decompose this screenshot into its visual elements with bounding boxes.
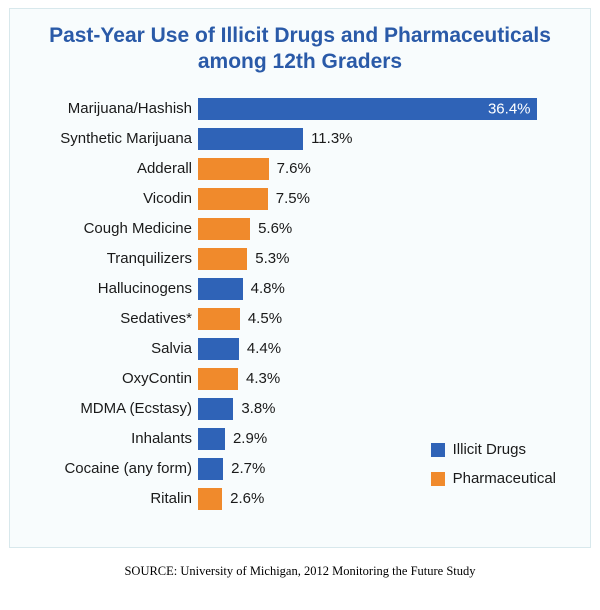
bar-label: MDMA (Ecstasy) bbox=[30, 400, 198, 417]
bar bbox=[198, 218, 250, 240]
bar bbox=[198, 428, 225, 450]
bar-row: Sedatives* 4.5% bbox=[30, 304, 570, 334]
bar-label: Hallucinogens bbox=[30, 280, 198, 297]
bar-label: Cough Medicine bbox=[30, 220, 198, 237]
bar-value: 2.9% bbox=[233, 430, 267, 447]
chart-title: Past-Year Use of Illicit Drugs and Pharm… bbox=[30, 23, 570, 76]
bar bbox=[198, 188, 268, 210]
bar-area: 4.8% bbox=[198, 274, 570, 304]
bar bbox=[198, 338, 239, 360]
bar-row: Marijuana/Hashish 36.4% bbox=[30, 94, 570, 124]
bar-label: OxyContin bbox=[30, 370, 198, 387]
bar-area: 2.6% bbox=[198, 484, 570, 514]
bar-value: 2.6% bbox=[230, 490, 264, 507]
bar-label: Marijuana/Hashish bbox=[30, 100, 198, 117]
bar-area: 5.6% bbox=[198, 214, 570, 244]
bar-value: 3.8% bbox=[241, 400, 275, 417]
bar-label: Sedatives* bbox=[30, 310, 198, 327]
bar-area: 3.8% bbox=[198, 394, 570, 424]
legend-item: Pharmaceutical bbox=[431, 470, 556, 487]
bar-area: 36.4% bbox=[198, 94, 570, 124]
bar-value: 7.5% bbox=[276, 190, 310, 207]
bar-value: 5.6% bbox=[258, 220, 292, 237]
bar bbox=[198, 278, 243, 300]
bar bbox=[198, 128, 303, 150]
bar-value: 11.3% bbox=[311, 130, 352, 147]
bar-row: Hallucinogens 4.8% bbox=[30, 274, 570, 304]
bar-row: Synthetic Marijuana 11.3% bbox=[30, 124, 570, 154]
bar bbox=[198, 488, 222, 510]
bar-area: 4.4% bbox=[198, 334, 570, 364]
bar-row: Vicodin 7.5% bbox=[30, 184, 570, 214]
bar-row: Adderall 7.6% bbox=[30, 154, 570, 184]
legend-label: Illicit Drugs bbox=[453, 441, 526, 458]
bar-label: Salvia bbox=[30, 340, 198, 357]
bar bbox=[198, 398, 233, 420]
legend-swatch bbox=[431, 472, 445, 486]
bar-area: 4.5% bbox=[198, 304, 570, 334]
bar bbox=[198, 308, 240, 330]
bar-row: Salvia 4.4% bbox=[30, 334, 570, 364]
bar-area: 7.6% bbox=[198, 154, 570, 184]
bar-area: 11.3% bbox=[198, 124, 570, 154]
bar-row: Tranquilizers 5.3% bbox=[30, 244, 570, 274]
bar bbox=[198, 368, 238, 390]
bar-row: Ritalin 2.6% bbox=[30, 484, 570, 514]
bar-label: Synthetic Marijuana bbox=[30, 130, 198, 147]
bar-label: Inhalants bbox=[30, 430, 198, 447]
bar-value: 4.8% bbox=[251, 280, 285, 297]
bar-row: Cough Medicine 5.6% bbox=[30, 214, 570, 244]
bar-area: 4.3% bbox=[198, 364, 570, 394]
bar-value: 36.4% bbox=[488, 100, 531, 117]
bar-label: Adderall bbox=[30, 160, 198, 177]
bar-label: Tranquilizers bbox=[30, 250, 198, 267]
bar-value: 4.4% bbox=[247, 340, 281, 357]
bar bbox=[198, 158, 269, 180]
bar-row: OxyContin 4.3% bbox=[30, 364, 570, 394]
bar-area: 7.5% bbox=[198, 184, 570, 214]
bar-value: 2.7% bbox=[231, 460, 265, 477]
bar bbox=[198, 458, 223, 480]
legend-label: Pharmaceutical bbox=[453, 470, 556, 487]
bar-value: 7.6% bbox=[277, 160, 311, 177]
bar-label: Ritalin bbox=[30, 490, 198, 507]
chart-container: Past-Year Use of Illicit Drugs and Pharm… bbox=[9, 8, 591, 548]
legend-swatch bbox=[431, 443, 445, 457]
bar bbox=[198, 248, 247, 270]
bar-value: 4.3% bbox=[246, 370, 280, 387]
bar-label: Vicodin bbox=[30, 190, 198, 207]
bar-value: 5.3% bbox=[255, 250, 289, 267]
bar-value: 4.5% bbox=[248, 310, 282, 327]
bar-row: MDMA (Ecstasy) 3.8% bbox=[30, 394, 570, 424]
bar-label: Cocaine (any form) bbox=[30, 460, 198, 477]
bar: 36.4% bbox=[198, 98, 537, 120]
chart-legend: Illicit Drugs Pharmaceutical bbox=[431, 441, 556, 487]
bar-area: 5.3% bbox=[198, 244, 570, 274]
legend-item: Illicit Drugs bbox=[431, 441, 556, 458]
chart-source: SOURCE: University of Michigan, 2012 Mon… bbox=[0, 564, 600, 579]
